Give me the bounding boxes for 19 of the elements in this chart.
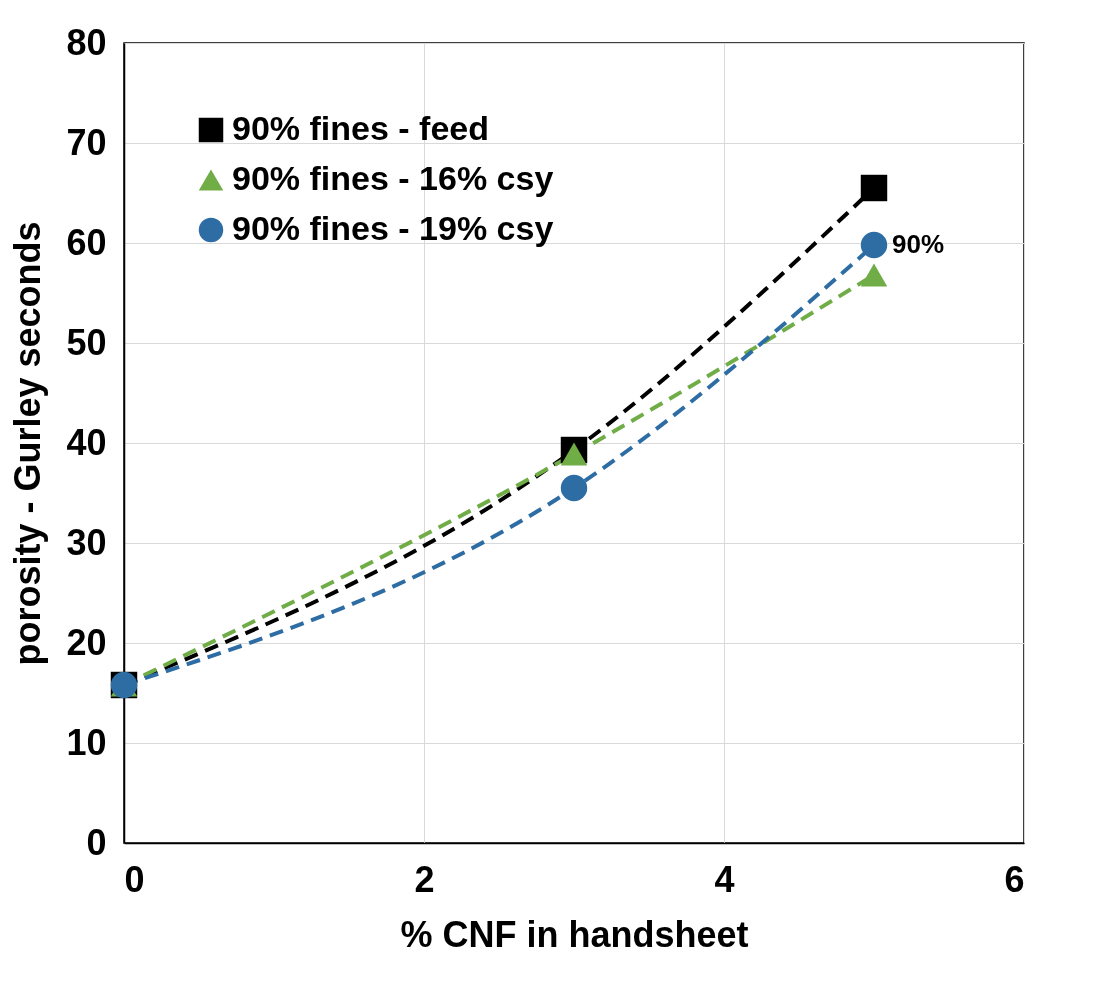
y-tick-label: 0 <box>86 821 107 863</box>
x-tick-label: 0 <box>124 858 145 900</box>
y-axis-title: porosity - Gurley seconds <box>7 221 49 666</box>
y-tick-label: 60 <box>66 221 107 263</box>
x-tick-label: 4 <box>714 858 735 900</box>
legend-label: 90% fines - 16% csy <box>232 159 554 197</box>
x-axis-title: % CNF in handsheet <box>400 913 749 955</box>
y-tick-label: 50 <box>66 321 107 363</box>
legend-label: 90% fines - feed <box>232 109 489 147</box>
y-tick-label: 10 <box>66 721 107 763</box>
x-tick-label: 6 <box>1004 858 1025 900</box>
y-tick-label: 80 <box>66 21 107 63</box>
x-tick-label: 2 <box>414 858 435 900</box>
y-tick-label: 40 <box>66 421 107 463</box>
y-tick-label: 30 <box>66 521 107 563</box>
legend-label: 90% fines - 19% csy <box>232 209 554 247</box>
y-tick-label: 70 <box>66 121 107 163</box>
annotation: 90% <box>892 229 945 259</box>
y-tick-label: 20 <box>66 621 107 663</box>
